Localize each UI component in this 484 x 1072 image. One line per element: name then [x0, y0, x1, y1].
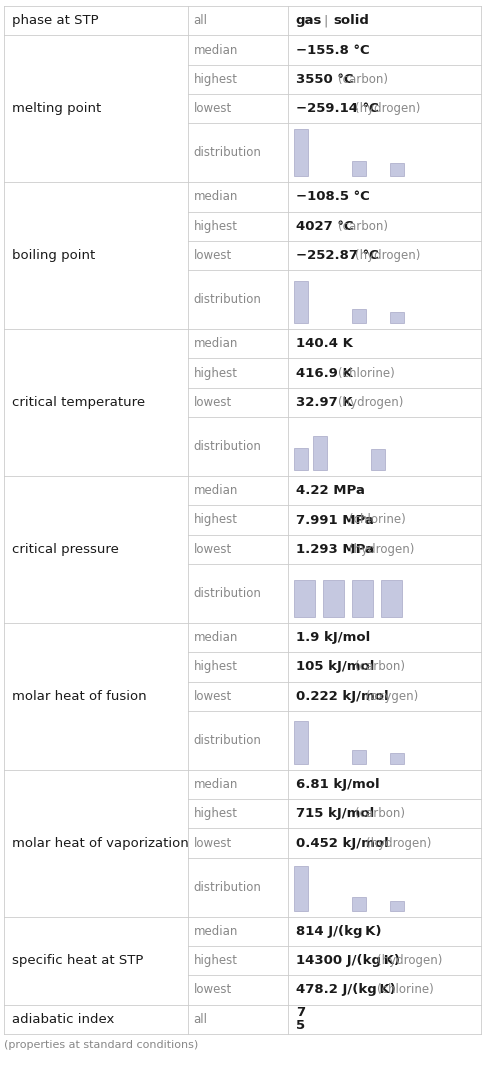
Text: 105 kJ/mol: 105 kJ/mol: [295, 660, 374, 673]
Bar: [390, 902, 404, 910]
Bar: [351, 580, 372, 616]
Text: critical temperature: critical temperature: [12, 396, 145, 410]
Text: highest: highest: [193, 220, 237, 233]
Text: phase at STP: phase at STP: [12, 14, 98, 27]
Text: (properties at standard conditions): (properties at standard conditions): [4, 1040, 198, 1049]
Text: boiling point: boiling point: [12, 249, 95, 263]
Text: (carbon): (carbon): [338, 220, 388, 233]
Bar: [293, 281, 307, 324]
Text: (hydrogen): (hydrogen): [376, 954, 441, 967]
Bar: [390, 753, 404, 763]
Text: 0.452 kJ/mol: 0.452 kJ/mol: [295, 836, 388, 850]
Text: highest: highest: [193, 513, 237, 526]
Text: (chlorine): (chlorine): [376, 983, 433, 997]
Text: (carbon): (carbon): [338, 73, 388, 86]
Text: lowest: lowest: [193, 396, 231, 410]
Text: lowest: lowest: [193, 689, 231, 703]
Text: distribution: distribution: [193, 147, 261, 160]
Text: molar heat of fusion: molar heat of fusion: [12, 689, 146, 703]
Text: −259.14 °C: −259.14 °C: [295, 102, 378, 116]
Bar: [390, 312, 404, 324]
Text: highest: highest: [193, 954, 237, 967]
Text: |: |: [323, 14, 328, 27]
Text: distribution: distribution: [193, 734, 261, 747]
Text: melting point: melting point: [12, 102, 101, 116]
Text: 1.293 MPa: 1.293 MPa: [295, 542, 373, 556]
Text: 5: 5: [295, 1019, 304, 1032]
Text: median: median: [193, 44, 238, 57]
Text: median: median: [193, 191, 238, 204]
Bar: [293, 866, 307, 910]
Text: 140.4 K: 140.4 K: [295, 338, 352, 351]
Text: distribution: distribution: [193, 441, 261, 453]
Text: median: median: [193, 925, 238, 938]
Text: 1.9 kJ/mol: 1.9 kJ/mol: [295, 631, 369, 644]
Bar: [322, 580, 343, 616]
Text: 4.22 MPa: 4.22 MPa: [295, 485, 364, 497]
Bar: [370, 449, 384, 470]
Bar: [293, 130, 307, 177]
Text: lowest: lowest: [193, 542, 231, 556]
Text: 715 kJ/mol: 715 kJ/mol: [295, 807, 373, 820]
Bar: [293, 721, 307, 763]
Text: critical pressure: critical pressure: [12, 542, 119, 556]
Text: 7.991 MPa: 7.991 MPa: [295, 513, 373, 526]
Bar: [293, 580, 314, 616]
Text: median: median: [193, 485, 238, 497]
Text: lowest: lowest: [193, 836, 231, 850]
Bar: [380, 580, 401, 616]
Text: 3550 °C: 3550 °C: [295, 73, 352, 86]
Text: (oxygen): (oxygen): [365, 689, 417, 703]
Text: median: median: [193, 778, 238, 791]
Bar: [313, 436, 326, 470]
Text: molar heat of vaporization: molar heat of vaporization: [12, 836, 188, 850]
Text: 32.97 K: 32.97 K: [295, 396, 352, 410]
Text: all: all: [193, 1013, 207, 1026]
Text: (hydrogen): (hydrogen): [348, 542, 414, 556]
Text: all: all: [193, 14, 207, 27]
Text: 14300 J/(kg K): 14300 J/(kg K): [295, 954, 399, 967]
Text: 7: 7: [295, 1007, 304, 1019]
Text: 0.222 kJ/mol: 0.222 kJ/mol: [295, 689, 388, 703]
Text: 478.2 J/(kg K): 478.2 J/(kg K): [295, 983, 395, 997]
Text: −252.87 °C: −252.87 °C: [295, 249, 378, 263]
Bar: [293, 447, 307, 470]
Text: adiabatic index: adiabatic index: [12, 1013, 114, 1026]
Text: (chlorine): (chlorine): [338, 367, 394, 379]
Bar: [351, 309, 365, 324]
Text: lowest: lowest: [193, 102, 231, 116]
Text: (carbon): (carbon): [354, 807, 404, 820]
Bar: [351, 749, 365, 763]
Bar: [390, 163, 404, 177]
Text: (chlorine): (chlorine): [348, 513, 405, 526]
Text: 6.81 kJ/mol: 6.81 kJ/mol: [295, 778, 378, 791]
Text: lowest: lowest: [193, 249, 231, 263]
Text: median: median: [193, 631, 238, 644]
Text: gas: gas: [295, 14, 321, 27]
Text: 4027 °C: 4027 °C: [295, 220, 352, 233]
Text: highest: highest: [193, 807, 237, 820]
Text: 416.9 K: 416.9 K: [295, 367, 352, 379]
Bar: [351, 897, 365, 910]
Text: highest: highest: [193, 660, 237, 673]
Text: (hydrogen): (hydrogen): [365, 836, 430, 850]
Text: 814 J/(kg K): 814 J/(kg K): [295, 925, 380, 938]
Text: distribution: distribution: [193, 294, 261, 307]
Text: specific heat at STP: specific heat at STP: [12, 954, 143, 967]
Text: highest: highest: [193, 73, 237, 86]
Text: −108.5 °C: −108.5 °C: [295, 191, 369, 204]
Text: (carbon): (carbon): [354, 660, 404, 673]
Text: −155.8 °C: −155.8 °C: [295, 44, 369, 57]
Text: distribution: distribution: [193, 587, 261, 600]
Bar: [351, 161, 365, 177]
Text: distribution: distribution: [193, 880, 261, 894]
Text: highest: highest: [193, 367, 237, 379]
Text: solid: solid: [333, 14, 369, 27]
Text: median: median: [193, 338, 238, 351]
Text: lowest: lowest: [193, 983, 231, 997]
Text: (hydrogen): (hydrogen): [354, 249, 420, 263]
Text: (hydrogen): (hydrogen): [338, 396, 403, 410]
Text: (hydrogen): (hydrogen): [354, 102, 420, 116]
